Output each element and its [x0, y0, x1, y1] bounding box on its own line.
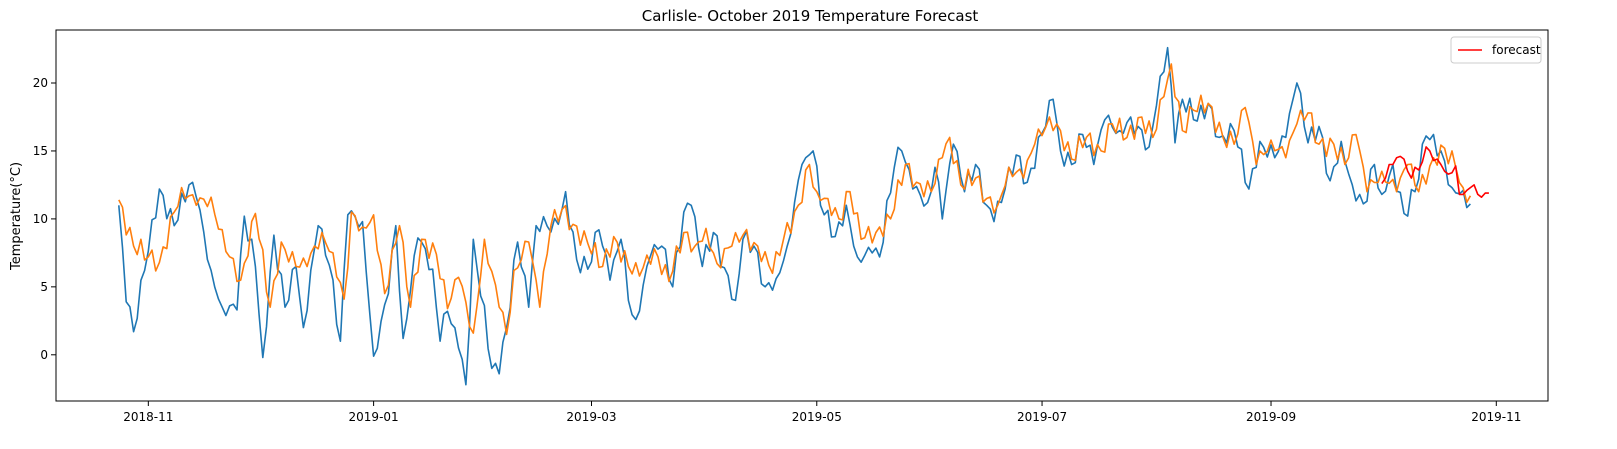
y-axis-label: Temperature(°C)	[9, 162, 24, 271]
x-tick-label: 2019-01	[349, 410, 399, 424]
legend: forecast	[1450, 36, 1542, 64]
y-tick-label: 10	[33, 212, 48, 226]
y-tick-label: 20	[33, 76, 48, 90]
data-series-layer	[118, 46, 1489, 386]
series-line-fitted	[118, 63, 1472, 336]
y-tick-label: 5	[40, 280, 48, 294]
chart-title: Carlisle- October 2019 Temperature Forec…	[642, 7, 979, 25]
x-tick-label: 2019-09	[1246, 410, 1296, 424]
x-axis: 2018-11 2019-01 2019-03 2019-05 2019-07 2019-…	[123, 401, 1521, 424]
x-tick-label: 2019-07	[1017, 410, 1067, 424]
legend-label-forecast: forecast	[1492, 43, 1541, 57]
x-tick-label: 2018-11	[123, 410, 173, 424]
plot-area-frame	[55, 29, 1549, 402]
series-line-forecast	[1381, 146, 1489, 198]
y-tick-label: 15	[33, 144, 48, 158]
x-tick-label: 2019-11	[1471, 410, 1521, 424]
series-line-observed	[118, 46, 1471, 386]
y-axis: 0 5 10 15 20	[33, 76, 56, 362]
x-tick-label: 2019-05	[792, 410, 842, 424]
x-tick-label: 2019-03	[566, 410, 616, 424]
y-tick-label: 0	[40, 348, 48, 362]
legend-box	[1450, 36, 1542, 64]
